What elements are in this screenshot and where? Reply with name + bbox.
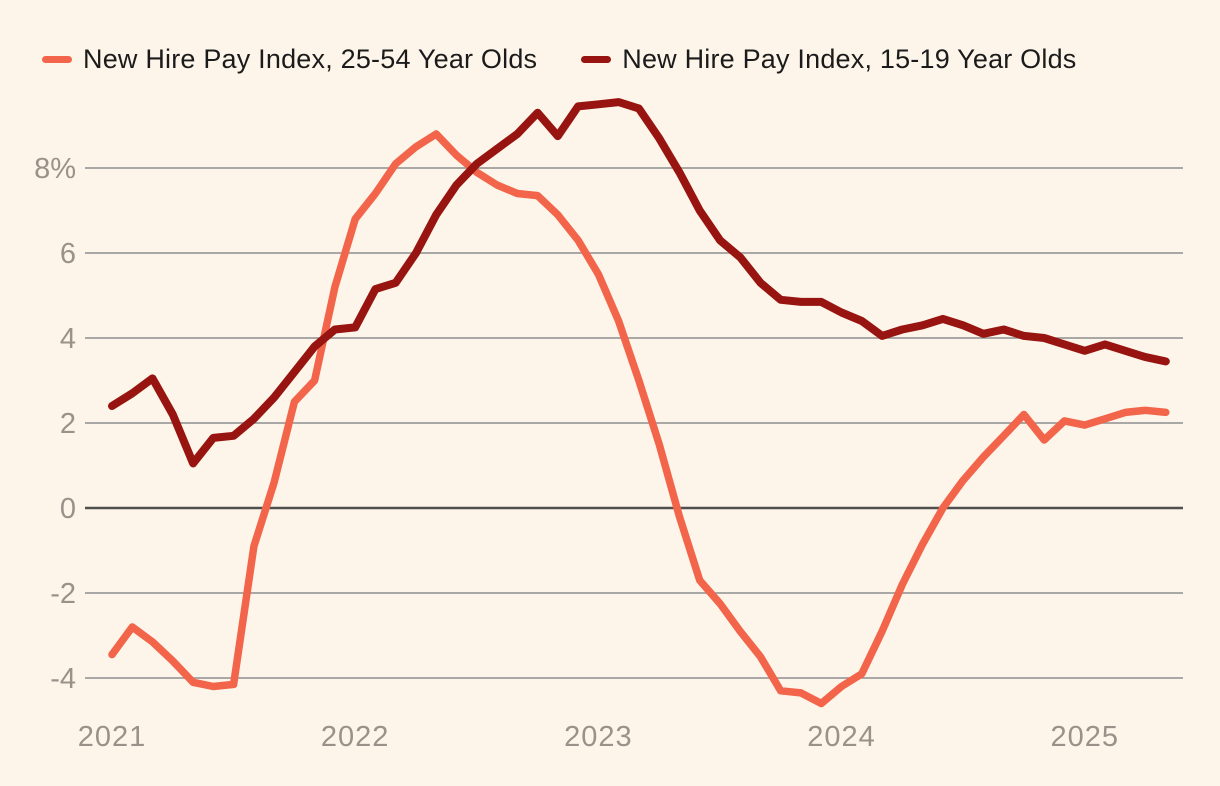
x-axis-label: 2025 bbox=[1050, 721, 1119, 753]
chart-legend: New Hire Pay Index, 25-54 Year Olds New … bbox=[42, 44, 1077, 75]
y-axis-label: 0 bbox=[60, 493, 76, 525]
y-axis-label: 6 bbox=[60, 238, 76, 270]
y-axis-label: -2 bbox=[50, 578, 76, 610]
y-axis-label: 4 bbox=[60, 323, 76, 355]
x-axis-label: 2022 bbox=[321, 721, 390, 753]
legend-label-25-54: New Hire Pay Index, 25-54 Year Olds bbox=[83, 44, 538, 74]
x-axis-label: 2023 bbox=[564, 721, 633, 753]
y-axis-label: -4 bbox=[50, 663, 76, 695]
x-axis-label: 2021 bbox=[78, 721, 147, 753]
legend-item-25-54: New Hire Pay Index, 25-54 Year Olds bbox=[42, 44, 537, 75]
x-axis-label: 2024 bbox=[807, 721, 876, 753]
legend-swatch-25-54-icon bbox=[42, 56, 72, 63]
legend-item-15-19: New Hire Pay Index, 15-19 Year Olds bbox=[581, 44, 1076, 75]
legend-label-15-19: New Hire Pay Index, 15-19 Year Olds bbox=[622, 44, 1077, 74]
y-axis-label: 2 bbox=[60, 408, 76, 440]
series-line-25-54 bbox=[108, 130, 1170, 708]
y-axis-label: 8% bbox=[34, 153, 76, 185]
legend-swatch-15-19-icon bbox=[581, 56, 612, 63]
series-line-15-19 bbox=[108, 98, 1170, 468]
